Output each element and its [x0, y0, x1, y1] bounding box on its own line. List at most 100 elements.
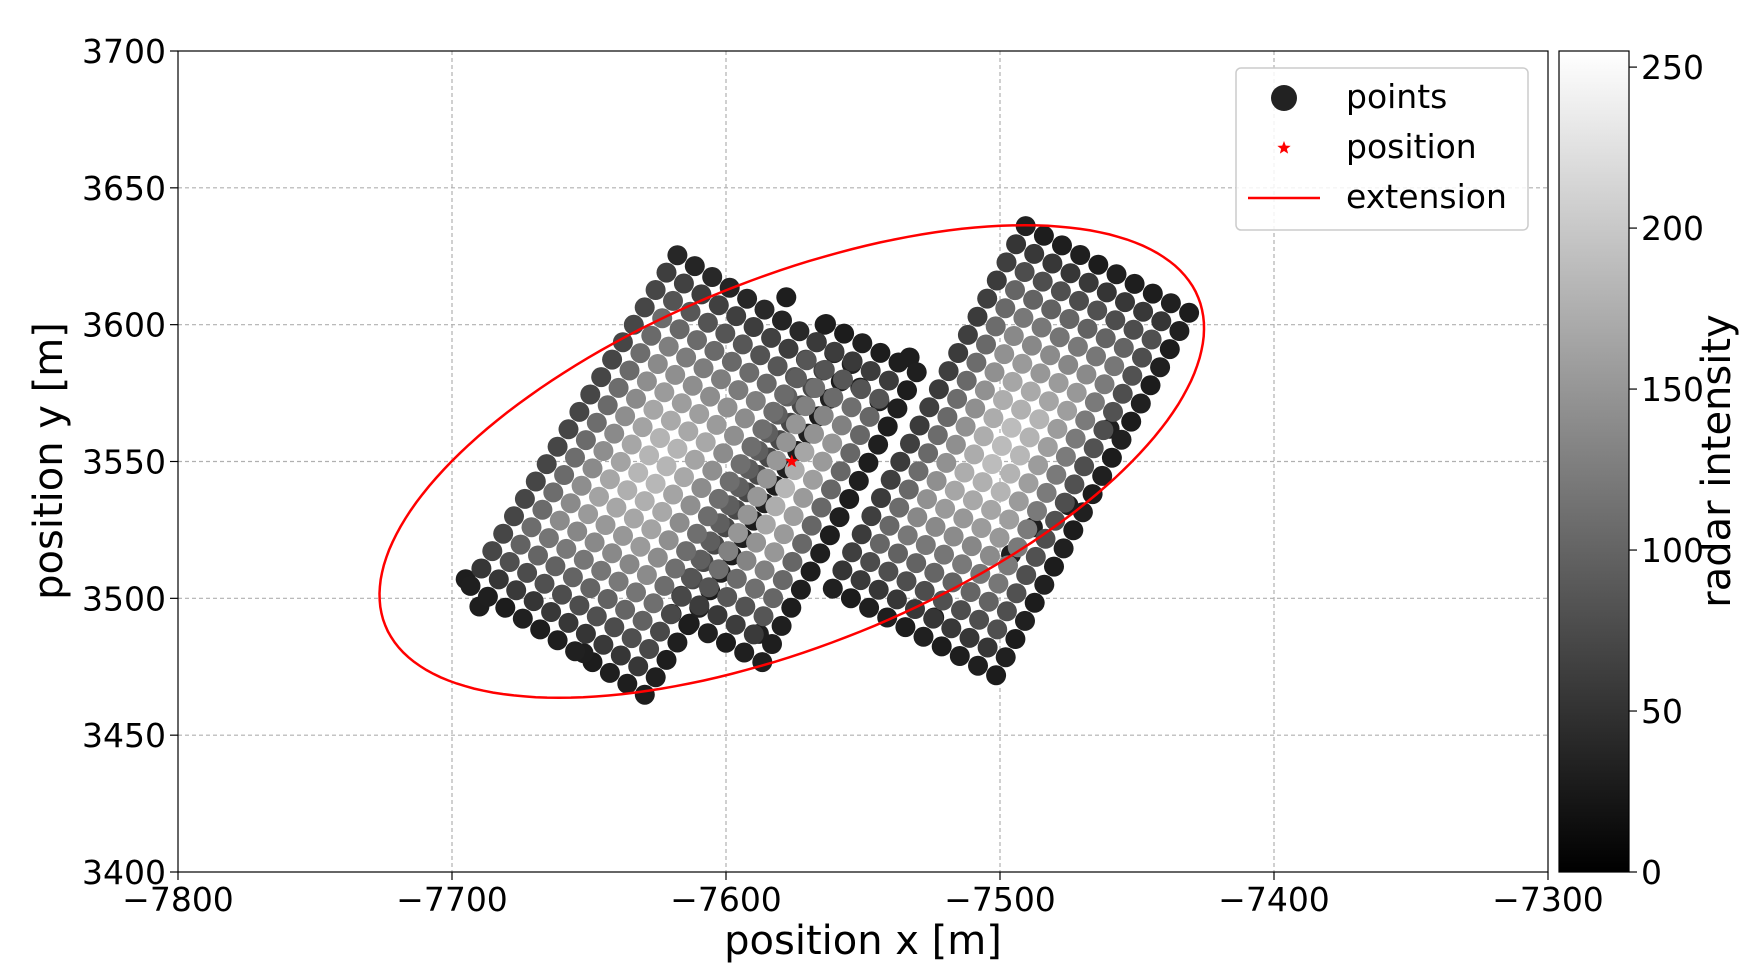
- scatter-point: [667, 438, 688, 459]
- scatter-point: [766, 450, 787, 471]
- scatter-point: [961, 536, 982, 557]
- scatter-point: [591, 367, 612, 388]
- scatter-point: [1104, 356, 1125, 377]
- scatter-point: [765, 496, 786, 517]
- scatter-point: [754, 299, 775, 320]
- scatter-point: [888, 543, 908, 564]
- scatter-point: [1035, 528, 1056, 549]
- scatter-point: [941, 618, 962, 639]
- scatter-point: [850, 570, 871, 591]
- scatter-point: [966, 352, 987, 373]
- scatter-point: [752, 652, 773, 673]
- scatter-point: [1077, 318, 1098, 339]
- scatter-point: [656, 262, 677, 283]
- scatter-point: [1083, 438, 1104, 459]
- scatter-point: [599, 662, 620, 683]
- scatter-point: [1096, 282, 1117, 303]
- extension-ellipse: [378, 224, 1206, 699]
- scatter-point: [814, 359, 835, 380]
- scatter-point: [761, 327, 782, 348]
- scatter-point: [708, 295, 729, 316]
- scatter-point: [680, 495, 701, 516]
- scatter-point: [1076, 364, 1097, 385]
- scatter-point: [927, 425, 948, 446]
- scatter-point: [776, 432, 797, 453]
- scatter-point: [1112, 383, 1133, 404]
- scatter-point: [679, 613, 700, 634]
- scatter-point: [639, 639, 660, 659]
- scatter-point: [488, 569, 509, 590]
- scatter-point: [734, 642, 755, 663]
- scatter-point: [1027, 501, 1047, 521]
- scatter-point: [1058, 354, 1079, 375]
- scatter-point: [580, 384, 601, 405]
- scatter-point: [697, 623, 718, 644]
- scatter-point: [1003, 326, 1024, 346]
- scatter-point: [1130, 393, 1151, 414]
- scatter-point: [755, 514, 776, 535]
- legend-box: [1235, 67, 1529, 231]
- scatter-point: [560, 493, 581, 514]
- scatter-point: [1041, 299, 1062, 320]
- scatter-point: [754, 560, 775, 581]
- scatter-point: [645, 667, 666, 688]
- scatter-point: [834, 323, 855, 344]
- legend: points position extension: [1235, 67, 1529, 231]
- scatter-point: [924, 562, 945, 583]
- scatter-point: [1066, 382, 1087, 403]
- scatter-point: [586, 606, 607, 627]
- scatter-point: [1028, 455, 1049, 476]
- scatter-point: [726, 568, 747, 589]
- scatter-point: [822, 578, 843, 599]
- colorbar-ticks: 0 50 100 150 200 250: [1629, 48, 1704, 892]
- colorbar-tick-label: 200: [1641, 209, 1704, 248]
- scatter-point: [986, 665, 1007, 686]
- scatter-point: [869, 388, 890, 409]
- scatter-point: [717, 587, 738, 607]
- scatter-point: [787, 368, 807, 389]
- scatter-point: [1055, 446, 1076, 467]
- scatter-point: [889, 497, 910, 518]
- scatter-point: [1023, 289, 1044, 310]
- scatter-point: [641, 519, 662, 540]
- scatter-point: [822, 433, 843, 454]
- scatter-point: [687, 330, 707, 351]
- scatter-point: [1040, 345, 1061, 366]
- scatter-point: [1065, 428, 1086, 449]
- scatter-point: [610, 645, 631, 666]
- scatter-point: [1016, 565, 1037, 585]
- scatter-point: [936, 452, 957, 473]
- scatter-point: [859, 597, 880, 618]
- scatter-point: [671, 586, 692, 607]
- scatter-point: [597, 589, 618, 609]
- scatter-point: [665, 364, 686, 385]
- scatter-point: [965, 398, 986, 419]
- scatter-point: [877, 416, 898, 437]
- scatter-point: [1064, 474, 1085, 495]
- scatter-point: [802, 469, 823, 490]
- scatter-point: [1075, 410, 1096, 431]
- scatter-point: [1169, 321, 1190, 341]
- scatter-point: [1179, 302, 1200, 323]
- scatter-point: [636, 565, 657, 585]
- y-tick-label: 3650: [82, 169, 166, 208]
- scatter-point: [986, 270, 1007, 291]
- scatter-point: [1103, 401, 1123, 422]
- scatter-point: [996, 601, 1017, 622]
- scatter-point: [988, 573, 1009, 594]
- scatter-point: [1034, 574, 1055, 595]
- scatter-point: [663, 484, 684, 505]
- scatter-point: [684, 449, 705, 470]
- scatter-point: [645, 473, 666, 494]
- scatter-point: [697, 312, 718, 333]
- scatter-point: [718, 541, 739, 562]
- scatter-point: [602, 349, 623, 370]
- scatter-point: [547, 436, 568, 457]
- position-marker: [785, 454, 799, 468]
- scatter-point: [931, 636, 952, 657]
- scatter-point: [913, 626, 934, 647]
- scatter-point: [829, 507, 850, 528]
- scatter-point: [569, 401, 590, 422]
- scatter-point: [915, 535, 936, 555]
- scatter-point: [676, 347, 697, 368]
